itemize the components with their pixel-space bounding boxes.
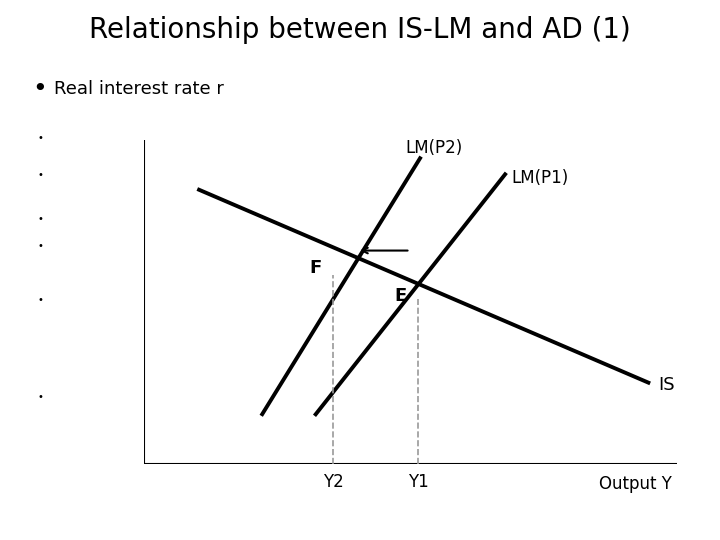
Text: •: • xyxy=(37,171,43,180)
Text: •: • xyxy=(37,392,43,402)
Text: •: • xyxy=(37,295,43,305)
Text: LM(P1): LM(P1) xyxy=(512,168,569,186)
Text: Y2: Y2 xyxy=(323,473,343,491)
Text: IS: IS xyxy=(658,376,675,394)
Text: F: F xyxy=(309,259,321,277)
Text: Real interest rate r: Real interest rate r xyxy=(54,80,224,98)
Text: •: • xyxy=(32,77,47,101)
Text: Relationship between IS-LM and AD (1): Relationship between IS-LM and AD (1) xyxy=(89,16,631,44)
Text: •: • xyxy=(37,241,43,251)
Text: Y1: Y1 xyxy=(408,473,429,491)
Text: •: • xyxy=(37,133,43,143)
Text: Output Y: Output Y xyxy=(598,475,672,492)
Text: E: E xyxy=(395,287,407,305)
Text: •: • xyxy=(37,214,43,224)
Text: LM(P2): LM(P2) xyxy=(405,139,462,157)
